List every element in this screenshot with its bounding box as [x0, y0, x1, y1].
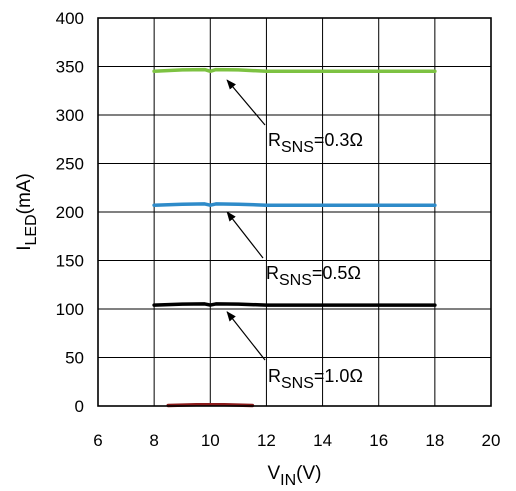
y-tick-label: 350 — [56, 58, 84, 77]
annotation-arrow — [226, 311, 266, 361]
y-tick-label: 200 — [56, 203, 84, 222]
x-tick-label: 12 — [257, 431, 276, 450]
x-axis-label: VIN(V) — [267, 463, 321, 489]
plot-frame — [97, 17, 492, 407]
y-tick-label: 250 — [56, 155, 84, 174]
annotation-label: RSNS=1.0Ω — [268, 366, 363, 392]
x-tick-label: 14 — [313, 431, 332, 450]
grid — [98, 18, 491, 406]
y-tick-label: 300 — [56, 106, 84, 125]
y-tick-label: 0 — [75, 397, 84, 416]
series-line-1 — [152, 67, 437, 74]
x-tick-label: 10 — [201, 431, 220, 450]
y-tick-label: 50 — [65, 349, 84, 368]
x-tick-label: 8 — [149, 431, 158, 450]
series-line-2 — [152, 202, 437, 207]
x-tick-label: 16 — [369, 431, 388, 450]
x-tick-label: 6 — [93, 431, 102, 450]
annotation-arrow — [226, 79, 266, 126]
series-line-3 — [152, 302, 437, 307]
annotation-label: RSNS=0.5Ω — [266, 263, 361, 289]
x-tick-label: 20 — [482, 431, 501, 450]
y-tick-label: 400 — [56, 9, 84, 28]
y-tick-label: 150 — [56, 252, 84, 271]
x-tick-label: 18 — [425, 431, 444, 450]
annotation-label: RSNS=0.3Ω — [268, 130, 363, 156]
annotations: RSNS=0.3Ω RSNS=0.5Ω RSNS=1.0Ω — [226, 79, 363, 392]
annotation-arrow — [226, 211, 264, 259]
series-group — [152, 67, 437, 408]
y-tick-label: 100 — [56, 300, 84, 319]
y-axis-label: ILED(mA) — [14, 173, 40, 251]
series-line-4 — [166, 403, 255, 408]
